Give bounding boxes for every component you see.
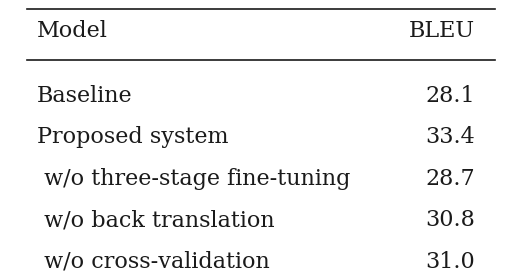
Text: Model: Model: [37, 20, 108, 42]
Text: 28.1: 28.1: [425, 85, 475, 106]
Text: 33.4: 33.4: [425, 126, 475, 148]
Text: w/o three-stage fine-tuning: w/o three-stage fine-tuning: [37, 168, 350, 190]
Text: 31.0: 31.0: [425, 251, 475, 273]
Text: 30.8: 30.8: [425, 209, 475, 231]
Text: BLEU: BLEU: [409, 20, 475, 42]
Text: 28.7: 28.7: [425, 168, 475, 190]
Text: w/o cross-validation: w/o cross-validation: [37, 251, 270, 273]
Text: Baseline: Baseline: [37, 85, 133, 106]
Text: Proposed system: Proposed system: [37, 126, 228, 148]
Text: w/o back translation: w/o back translation: [37, 209, 274, 231]
